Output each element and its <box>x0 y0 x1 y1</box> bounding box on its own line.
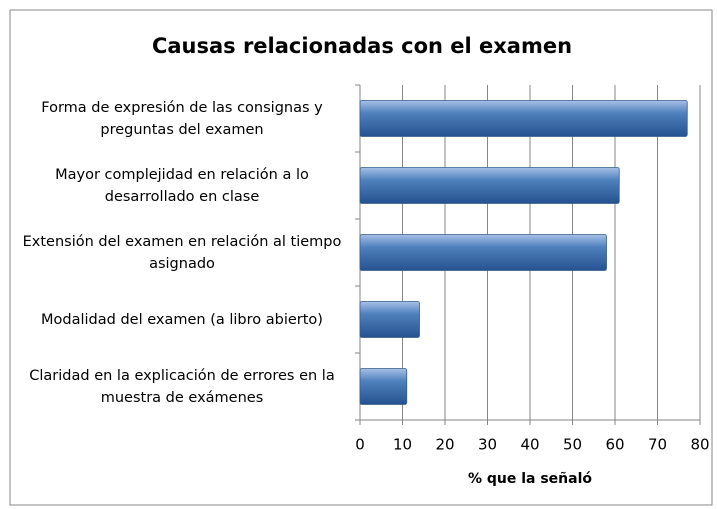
y-tick-label: Modalidad del examen (a libro abierto) <box>41 311 323 328</box>
x-tick-label: 70 <box>648 436 667 454</box>
y-tick-label: Claridad en la explicación de errores en… <box>29 367 335 406</box>
x-tick-label: 0 <box>355 436 365 454</box>
bar <box>359 234 607 271</box>
x-axis-title: % que la señaló <box>468 471 592 487</box>
bar <box>359 100 688 137</box>
bar <box>359 167 620 204</box>
bar <box>359 368 408 405</box>
x-tick-label: 80 <box>690 436 709 454</box>
x-tick-label: 10 <box>393 436 412 454</box>
y-tick-label: Mayor complejidad en relación a lo desar… <box>55 166 309 205</box>
x-tick-label: 60 <box>605 436 624 454</box>
bar <box>359 301 420 338</box>
x-tick-label: 20 <box>435 436 454 454</box>
y-tick-label: Extensión del examen en relación al tiem… <box>22 233 342 272</box>
x-tick-label: 40 <box>520 436 539 454</box>
x-tick-label: 30 <box>478 436 497 454</box>
x-tick-label: 50 <box>563 436 582 454</box>
chart-title: Causas relacionadas con el examen <box>152 34 572 58</box>
y-tick-label: Forma de expresión de las consignas y pr… <box>41 99 323 138</box>
